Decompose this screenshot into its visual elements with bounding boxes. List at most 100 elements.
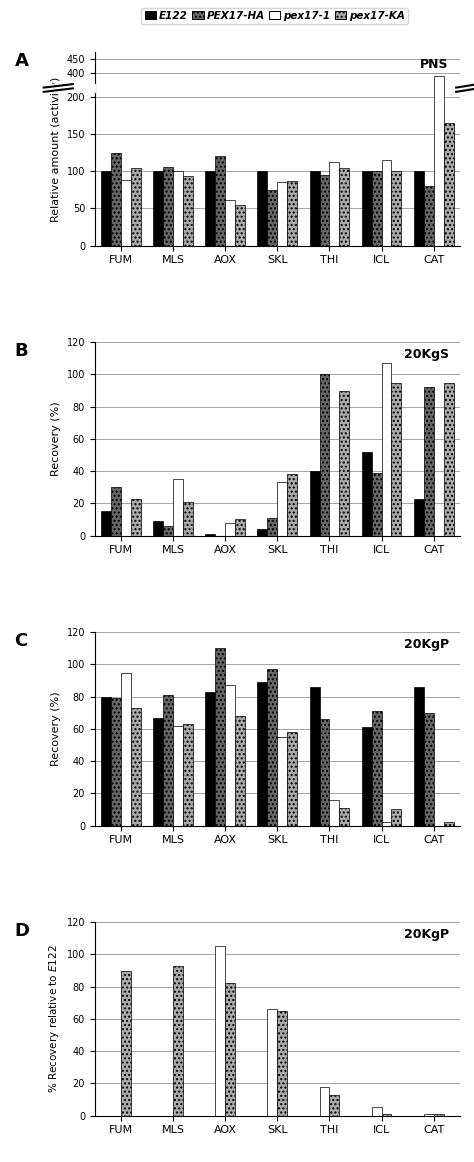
Bar	[173, 479, 183, 536]
Bar	[267, 1009, 277, 1116]
Bar	[183, 724, 193, 825]
Y-axis label: Recovery (%): Recovery (%)	[51, 691, 61, 766]
Bar	[153, 718, 163, 825]
Bar	[121, 970, 131, 1116]
Bar	[163, 695, 173, 825]
Bar	[153, 521, 163, 536]
Bar	[277, 182, 287, 245]
Bar	[319, 719, 329, 825]
Bar	[131, 167, 141, 245]
Bar	[382, 364, 392, 536]
Bar	[392, 810, 401, 825]
Bar	[329, 1095, 339, 1116]
Bar	[310, 171, 319, 245]
Bar	[205, 171, 215, 245]
Bar	[339, 167, 349, 245]
Bar	[235, 519, 245, 536]
Y-axis label: Relative amount (activity): Relative amount (activity)	[51, 77, 61, 222]
Bar	[277, 482, 287, 536]
Bar	[382, 160, 392, 245]
Bar	[225, 983, 235, 1116]
Bar	[444, 123, 454, 245]
Bar	[287, 181, 297, 245]
Bar	[310, 687, 319, 825]
Y-axis label: % Recovery relative to $\it{E122}$: % Recovery relative to $\it{E122}$	[47, 945, 61, 1093]
Bar	[434, 1114, 444, 1116]
Bar	[267, 518, 277, 536]
Bar	[372, 1107, 382, 1116]
Bar	[460, 84, 474, 92]
Bar	[267, 669, 277, 825]
Bar	[424, 186, 434, 245]
Bar	[382, 823, 392, 825]
Bar	[414, 171, 424, 245]
Bar	[215, 946, 225, 1116]
Bar	[257, 529, 267, 536]
Bar	[277, 737, 287, 825]
Bar	[287, 732, 297, 825]
Bar	[424, 712, 434, 825]
Bar	[257, 171, 267, 245]
Bar	[163, 526, 173, 536]
Bar	[235, 716, 245, 825]
Bar	[424, 387, 434, 536]
Bar	[277, 1011, 287, 1116]
Bar	[44, 84, 95, 92]
Bar	[372, 171, 382, 245]
Bar	[362, 171, 372, 245]
Bar	[414, 498, 424, 536]
Bar	[235, 205, 245, 245]
Bar	[111, 698, 121, 825]
Legend: E122, PEX17-HA, pex17-1, pex17-KA: E122, PEX17-HA, pex17-1, pex17-KA	[141, 7, 409, 23]
Bar	[131, 498, 141, 536]
Bar	[205, 691, 215, 825]
Bar	[444, 823, 454, 825]
Bar	[205, 535, 215, 536]
Bar	[131, 708, 141, 825]
Bar	[319, 175, 329, 245]
Bar	[225, 686, 235, 825]
Text: D: D	[15, 923, 29, 940]
Bar	[173, 725, 183, 825]
Text: 20KgS: 20KgS	[404, 349, 449, 361]
Text: A: A	[15, 52, 28, 70]
Bar	[339, 808, 349, 825]
Bar	[392, 382, 401, 536]
Bar	[111, 487, 121, 536]
Bar	[319, 1086, 329, 1116]
Bar	[414, 687, 424, 825]
Bar	[382, 1114, 392, 1116]
Bar	[444, 382, 454, 536]
Bar	[434, 76, 444, 245]
Text: PNS: PNS	[420, 58, 449, 71]
Bar	[173, 966, 183, 1116]
Bar	[329, 799, 339, 825]
Bar	[287, 474, 297, 536]
Text: 20KgP: 20KgP	[404, 638, 449, 651]
Bar	[215, 157, 225, 245]
Y-axis label: Recovery (%): Recovery (%)	[51, 402, 61, 476]
Bar	[183, 177, 193, 245]
Bar	[362, 727, 372, 825]
Bar	[339, 390, 349, 536]
Bar	[111, 152, 121, 245]
Bar	[101, 697, 111, 825]
Bar	[121, 180, 131, 245]
Bar	[392, 171, 401, 245]
Bar	[225, 523, 235, 536]
Bar	[329, 162, 339, 245]
Bar	[225, 200, 235, 245]
Bar	[424, 1114, 434, 1116]
Bar	[257, 682, 267, 825]
Bar	[362, 452, 372, 536]
Bar	[310, 471, 319, 536]
Bar	[101, 511, 111, 536]
Bar	[372, 711, 382, 825]
Bar	[267, 189, 277, 245]
Text: 20KgP: 20KgP	[404, 928, 449, 941]
Bar	[372, 473, 382, 536]
Bar	[173, 171, 183, 245]
Bar	[319, 374, 329, 536]
Bar	[153, 171, 163, 245]
Text: C: C	[15, 632, 28, 651]
